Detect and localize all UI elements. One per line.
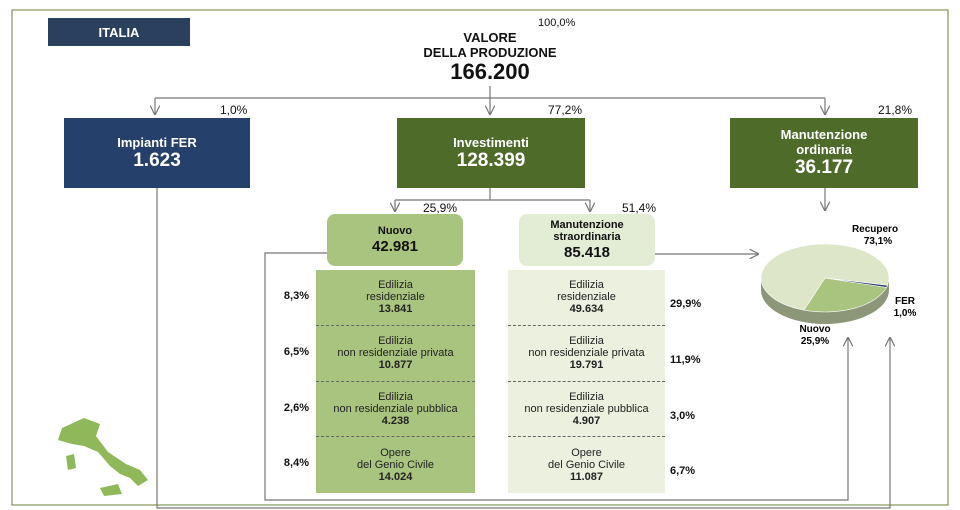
row: Opere del Genio Civile 14.024: [316, 437, 475, 493]
row-value: 11.087: [569, 471, 604, 484]
arrow: [264, 252, 848, 501]
italy-map: [58, 418, 148, 486]
italy-islands: [66, 454, 122, 496]
share: 1,0%: [220, 103, 248, 117]
row: Edilizia residenziale 49.634: [508, 270, 665, 326]
pie: [760, 243, 890, 324]
rows-column: Edilizia residenziale 13.841 Edilizia non re…: [316, 270, 475, 493]
row-share: 29,9%: [670, 298, 702, 310]
root-title: VALORE: [463, 30, 517, 45]
root-value: 166.200: [450, 59, 530, 84]
row-share: 6,7%: [670, 465, 696, 478]
share: 21,8%: [878, 103, 913, 117]
row-label: non residenziale privata: [337, 347, 454, 360]
row-label: non residenziale pubblica: [333, 402, 458, 415]
row-label: Edilizia: [569, 335, 604, 348]
branch-box: Impianti FER 1.623: [64, 118, 250, 188]
branch-box: Investimenti 128.399: [397, 118, 585, 188]
row-value: 49.634: [569, 303, 604, 316]
pie-value-label: 25,9%: [801, 336, 829, 347]
branch-box: Manutenzione ordinaria 36.177: [730, 118, 918, 188]
row-share: 11,9%: [670, 353, 701, 366]
pie-slice: [803, 277, 887, 313]
row-value: 14.024: [378, 471, 413, 484]
frame: [11, 9, 949, 506]
pie-slice: [824, 277, 888, 288]
row-share: 8,3%: [283, 290, 309, 302]
pie-value-label: 73,1%: [864, 236, 892, 247]
share: 77,2%: [548, 103, 583, 117]
root-title: DELLA PRODUZIONE: [423, 45, 557, 60]
row-label: Edilizia: [378, 335, 413, 348]
row: Opere del Genio Civile 11.087: [508, 437, 665, 493]
row: Edilizia non residenziale pubblica 4.907: [508, 382, 665, 438]
row: Edilizia non residenziale privata 19.791: [508, 326, 665, 382]
row-share: 2,6%: [283, 401, 309, 414]
rows-column: Edilizia residenziale 49.634 Edilizia non re…: [508, 270, 665, 493]
row-label: non residenziale pubblica: [524, 402, 649, 415]
row-label: Edilizia: [569, 390, 604, 403]
row-share: 3,0%: [670, 409, 696, 422]
row-value: 4.907: [572, 414, 601, 427]
share: 100,0%: [538, 17, 576, 29]
share: 51,4%: [622, 201, 657, 215]
row-label: Edilizia: [378, 390, 413, 403]
pie-slice: [760, 243, 890, 311]
row: Edilizia residenziale 13.841: [316, 270, 475, 326]
arrow: [156, 188, 890, 509]
pie-label: FER: [895, 296, 916, 307]
pie-value-label: 1,0%: [894, 308, 917, 319]
sub-box: Manutenzione straordinaria 85.418: [519, 214, 655, 266]
share: 25,9%: [423, 201, 458, 215]
badge: ITALIA: [48, 18, 190, 46]
pie-label: Nuovo: [799, 324, 830, 335]
row-share: 6,5%: [283, 345, 309, 358]
row-value: 13.841: [378, 303, 413, 316]
row-value: 19.791: [569, 359, 604, 372]
row: Edilizia non residenziale pubblica 4.238: [316, 382, 475, 438]
row-label: Opere: [380, 447, 411, 460]
row-label: del Genio Civile: [356, 459, 435, 472]
row-label: residenziale: [366, 291, 425, 304]
row-label: del Genio Civile: [547, 459, 626, 472]
row: Edilizia non residenziale privata 10.877: [316, 326, 475, 382]
pie-label: Recupero: [852, 224, 898, 235]
row-value: 4.238: [381, 414, 410, 427]
sub-box: Nuovo 42.981: [327, 214, 463, 266]
root: VALORE DELLA PRODUZIONE 166.200: [390, 30, 590, 84]
row-share: 8,4%: [283, 457, 309, 470]
row-label: residenziale: [557, 291, 616, 304]
row-label: Edilizia: [569, 279, 604, 292]
row-value: 10.877: [378, 359, 413, 372]
row-label: Opere: [571, 447, 602, 460]
row-label: non residenziale privata: [528, 347, 645, 360]
row-label: Edilizia: [378, 279, 413, 292]
